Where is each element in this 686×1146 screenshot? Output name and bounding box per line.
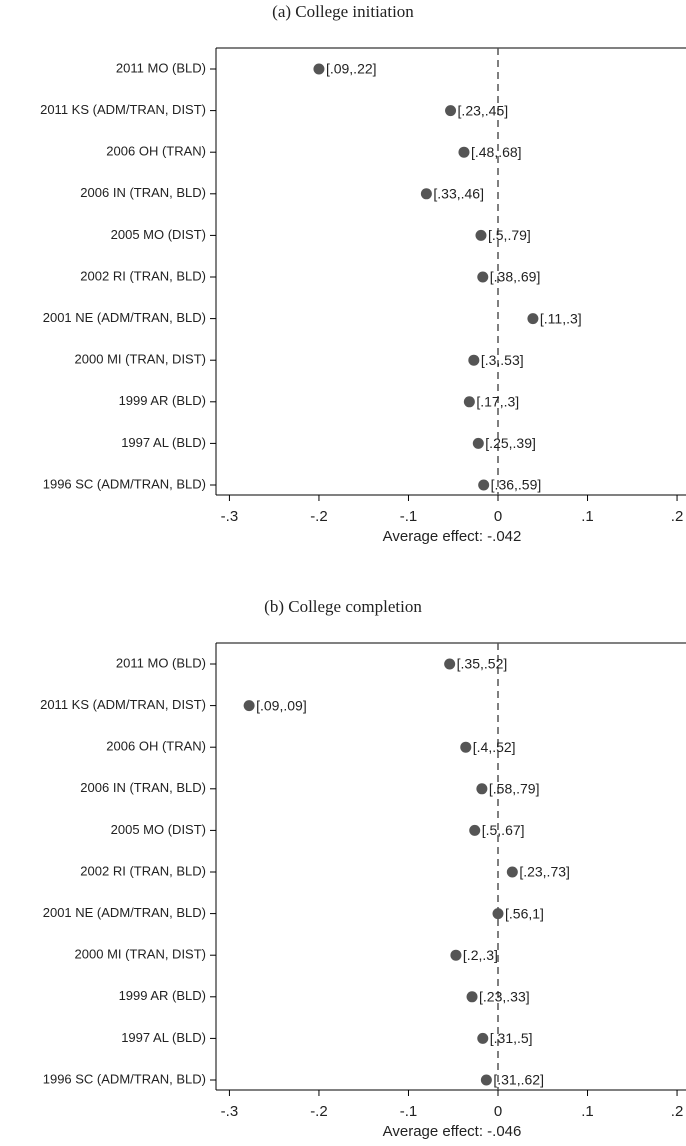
y-tick-label: 2002 RI (TRAN, BLD) xyxy=(80,863,206,878)
x-axis-label: Average effect: -.046 xyxy=(383,1123,522,1140)
x-tick-label: .2 xyxy=(671,1103,684,1120)
dot xyxy=(472,437,484,449)
dot xyxy=(480,1074,492,1086)
x-tick-label: -.2 xyxy=(310,1103,328,1120)
point-label: [.48,.68] xyxy=(471,144,522,160)
dot xyxy=(458,146,470,158)
point-label: [.25,.39] xyxy=(485,435,536,451)
point-label: [.56,1] xyxy=(505,905,544,921)
y-tick-label: 2011 MO (BLD) xyxy=(116,60,206,75)
dot xyxy=(475,229,487,241)
dot xyxy=(466,991,478,1003)
dot xyxy=(477,1032,489,1044)
point-label: [.5,.79] xyxy=(488,227,531,243)
point-label: [.5,.67] xyxy=(482,822,525,838)
dot xyxy=(506,866,518,878)
dot xyxy=(477,271,489,283)
x-axis-label: Average effect: -.042 xyxy=(383,528,522,545)
dot xyxy=(444,658,456,670)
point-label: [.09,.22] xyxy=(326,61,377,77)
y-tick-label: 2011 KS (ADM/TRAN, DIST) xyxy=(40,697,206,712)
y-tick-label: 2011 KS (ADM/TRAN, DIST) xyxy=(40,102,206,117)
x-tick-label: -.3 xyxy=(221,1103,239,1120)
dot xyxy=(313,63,325,75)
point-label: [.35,.52] xyxy=(457,656,508,672)
point-label: [.3,.53] xyxy=(481,352,524,368)
point-label: [.11,.3] xyxy=(540,310,582,326)
dot xyxy=(445,105,457,117)
dot xyxy=(463,396,475,408)
x-tick-label: 0 xyxy=(494,1103,502,1120)
y-tick-label: 1996 SC (ADM/TRAN, BLD) xyxy=(43,1071,206,1086)
y-tick-label: 2006 IN (TRAN, BLD) xyxy=(80,185,206,200)
dot xyxy=(420,188,432,200)
y-tick-label: 2006 OH (TRAN) xyxy=(106,144,206,159)
y-tick-label: 1996 SC (ADM/TRAN, BLD) xyxy=(43,476,206,491)
dot xyxy=(460,741,472,753)
y-tick-label: 2011 MO (BLD) xyxy=(116,655,206,670)
point-label: [.31,.62] xyxy=(493,1072,544,1088)
point-label: [.31,.5] xyxy=(490,1030,533,1046)
x-tick-label: .2 xyxy=(671,508,684,525)
point-label: [.4,.52] xyxy=(473,739,516,755)
point-label: [.36,.59] xyxy=(491,477,542,493)
point-label: [.38,.69] xyxy=(490,269,541,285)
y-tick-label: 2006 OH (TRAN) xyxy=(106,739,206,754)
point-label: [.09,.09] xyxy=(256,697,307,713)
y-tick-label: 1997 AL (BLD) xyxy=(121,1030,206,1045)
point-label: [.58,.79] xyxy=(489,781,540,797)
y-tick-label: 1997 AL (BLD) xyxy=(121,435,206,450)
x-tick-label: -.2 xyxy=(310,508,328,525)
point-label: [.17,.3] xyxy=(476,394,519,410)
dot xyxy=(468,354,480,366)
x-tick-label: .1 xyxy=(581,1103,594,1120)
point-label: [.2,.3] xyxy=(463,947,498,963)
y-tick-label: 2000 MI (TRAN, DIST) xyxy=(75,947,206,962)
dot xyxy=(492,908,504,920)
y-tick-label: 2000 MI (TRAN, DIST) xyxy=(75,352,206,367)
point-label: [.23,.45] xyxy=(458,102,509,118)
y-tick-label: 1999 AR (BLD) xyxy=(119,393,206,408)
point-label: [.23,.33] xyxy=(479,989,530,1005)
y-tick-label: 2001 NE (ADM/TRAN, BLD) xyxy=(43,905,206,920)
dot xyxy=(527,313,539,325)
dot xyxy=(478,479,490,491)
x-tick-label: 0 xyxy=(494,508,502,525)
dot xyxy=(469,824,481,836)
chart-title: (b) College completion xyxy=(264,597,422,616)
dot xyxy=(476,783,488,795)
y-tick-label: 2001 NE (ADM/TRAN, BLD) xyxy=(43,310,206,325)
y-tick-label: 2006 IN (TRAN, BLD) xyxy=(80,780,206,795)
point-label: [.23,.73] xyxy=(519,864,570,880)
chart-title: (a) College initiation xyxy=(272,2,414,21)
dot xyxy=(450,949,462,961)
y-tick-label: 2005 MO (DIST) xyxy=(111,227,206,242)
point-label: [.33,.46] xyxy=(433,186,484,202)
x-tick-label: .1 xyxy=(581,508,594,525)
y-tick-label: 1999 AR (BLD) xyxy=(119,988,206,1003)
dot xyxy=(243,700,255,712)
x-tick-label: -.1 xyxy=(400,1103,418,1120)
y-tick-label: 2005 MO (DIST) xyxy=(111,822,206,837)
y-tick-label: 2002 RI (TRAN, BLD) xyxy=(80,268,206,283)
x-tick-label: -.1 xyxy=(400,508,418,525)
x-tick-label: -.3 xyxy=(221,508,239,525)
